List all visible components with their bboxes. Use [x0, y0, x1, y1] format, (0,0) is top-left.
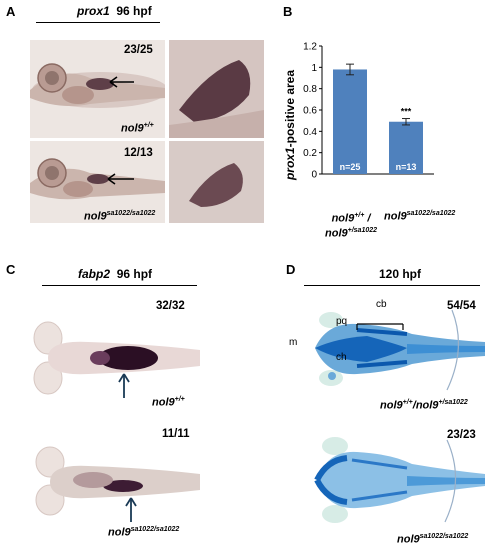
panel-d-label-cb: cb [376, 299, 387, 310]
panel-a-zoom-image-wt [169, 40, 264, 138]
panel-c-genotype-mut: nol9sa1022/sa1022 [108, 526, 180, 539]
panel-c-count-mut: 11/11 [162, 428, 190, 440]
y-tick-label: 0.8 [303, 84, 317, 95]
panel-a-header-rule [36, 22, 160, 23]
panel-c-larva-image-wt [28, 312, 200, 404]
panel-b-xlabel-1: nol9+/+ / nol9+/sa1022 [325, 212, 378, 240]
panel-d-cartilage-image-mut [297, 430, 485, 530]
panel-a-gene: prox1 [77, 4, 110, 18]
panel-a-genotype-wt: nol9+/+ [121, 122, 154, 135]
panel-d-stage: 120 hpf [379, 267, 422, 281]
panel-a-header: prox1 96 hpf [77, 4, 152, 18]
panel-c-genotype-wt: nol9+/+ [152, 396, 185, 409]
panel-d-letter: D [286, 262, 296, 277]
y-tick-label: 1 [311, 63, 317, 74]
panel-a-larva-image-mut [30, 141, 165, 223]
panel-d-count-mut: 23/23 [447, 429, 476, 441]
y-tick-label: 0.4 [303, 127, 317, 138]
panel-c-header: fabp2 96 hpf [78, 267, 152, 281]
panel-d-label-ch: ch [336, 352, 347, 363]
y-tick-label: 1.2 [303, 42, 317, 53]
y-tick-label: 0.6 [303, 106, 317, 117]
panel-c-stage: 96 hpf [116, 267, 153, 281]
panel-a-count-mut: 12/13 [124, 147, 153, 159]
panel-a-count-wt: 23/25 [124, 44, 153, 56]
bar [389, 121, 423, 174]
panel-b-letter: B [283, 4, 293, 19]
y-tick-label: 0 [311, 170, 317, 181]
panel-d-cartilage-image-wt [297, 300, 485, 396]
panel-a-zoom-image-mut [169, 141, 264, 223]
panel-d-genotype-wt: nol9+/+/nol9+/sa1022 [380, 399, 468, 412]
panel-c-larva-image-mut [28, 440, 200, 526]
panel-c-count-wt: 32/32 [156, 300, 185, 312]
significance-marker: *** [401, 107, 412, 117]
panel-d-label-m: m [289, 337, 298, 348]
panel-d-header-rule [304, 285, 480, 286]
panel-d-count-wt: 54/54 [447, 300, 476, 312]
bar-n-label: n=13 [396, 162, 417, 172]
panel-b-bar-chart: 0 0.2 0.4 0.6 0.8 1 1.2 n=25 n=13 *** [303, 42, 434, 181]
panel-c-header-rule [42, 285, 197, 286]
panel-a-letter: A [6, 4, 16, 19]
panel-d-genotype-mut: nol9sa1022/sa1022 [397, 533, 469, 546]
panel-a-larva-image-wt [30, 40, 165, 138]
bar [333, 69, 367, 174]
y-tick-label: 0.2 [303, 148, 317, 159]
panel-b-ylabel: prox1-positive area [283, 69, 297, 181]
panel-c-gene: fabp2 [78, 267, 111, 281]
panel-a-genotype-mut: nol9sa1022/sa1022 [84, 210, 156, 223]
panel-d-label-pq: pq [336, 316, 348, 327]
panel-c-letter: C [6, 262, 16, 277]
bar-n-label: n=25 [340, 162, 361, 172]
panel-b-xlabel-2: nol9sa1022/sa1022 [384, 210, 456, 223]
panel-a-stage: 96 hpf [116, 4, 152, 18]
